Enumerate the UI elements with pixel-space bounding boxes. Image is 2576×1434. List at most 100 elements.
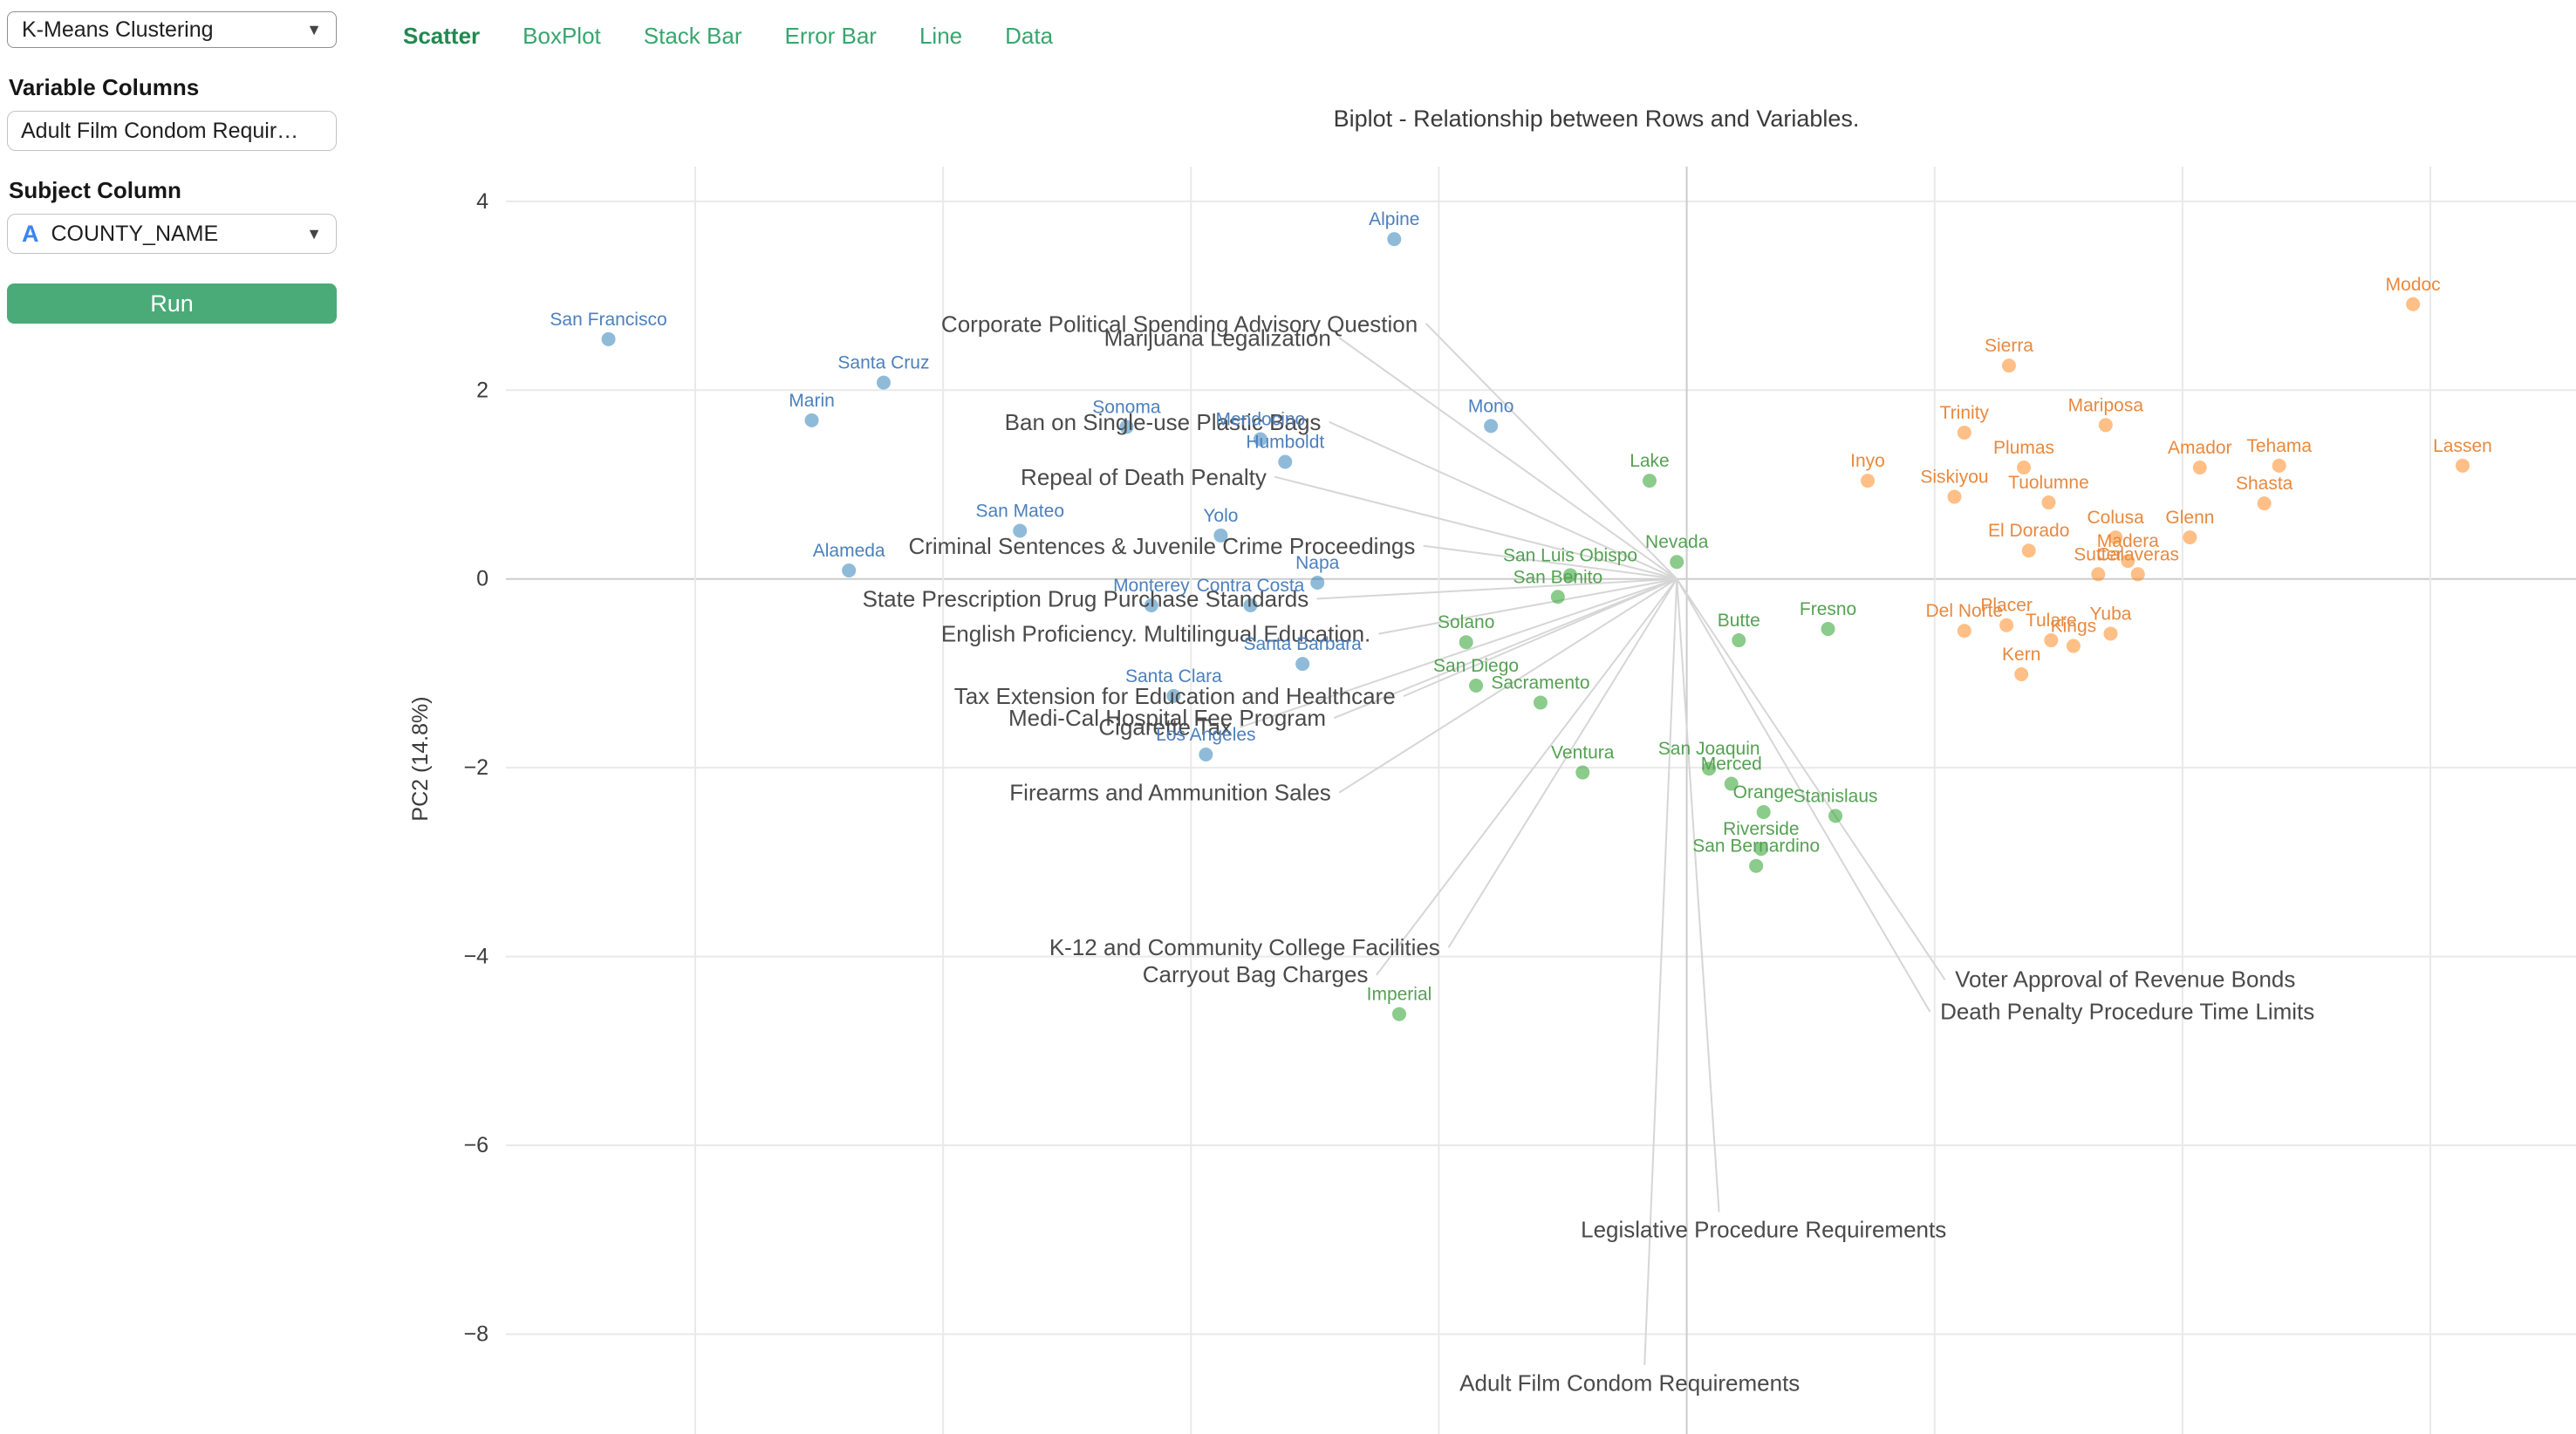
tab-stack-bar[interactable]: Stack Bar — [643, 23, 742, 49]
data-point-label: Kings — [2051, 617, 2097, 637]
data-point-cluster-blue[interactable] — [1144, 598, 1158, 613]
data-point-label: Del Norte — [1925, 601, 2003, 621]
data-point-cluster-orange[interactable] — [2041, 495, 2056, 510]
data-point-cluster-orange[interactable] — [2130, 567, 2145, 582]
data-point-cluster-orange[interactable] — [2272, 458, 2286, 473]
data-point-cluster-orange[interactable] — [2001, 358, 2016, 373]
data-point-label: Stanislaus — [1794, 786, 1878, 806]
loading-vector — [1338, 337, 1678, 580]
data-point-cluster-orange[interactable] — [2183, 530, 2197, 545]
data-point-cluster-green[interactable] — [1459, 635, 1473, 650]
y-tick-label: −8 — [463, 1321, 489, 1346]
data-point-cluster-green[interactable] — [1753, 842, 1768, 857]
loading-vector-label: English Proficiency. Multilingual Educat… — [941, 620, 1370, 646]
data-point-label: Placer — [1980, 596, 2033, 616]
data-point-label: Sutter — [2074, 544, 2122, 564]
data-point-cluster-blue[interactable] — [1278, 454, 1293, 469]
data-point-label: Mendocino — [1215, 410, 1305, 430]
data-point-cluster-orange[interactable] — [2044, 633, 2059, 648]
data-point-cluster-blue[interactable] — [842, 563, 857, 577]
data-point-cluster-orange[interactable] — [1947, 489, 1962, 504]
data-point-cluster-orange[interactable] — [2108, 530, 2123, 545]
loading-vector-label: Carryout Bag Charges — [1143, 961, 1369, 987]
data-point-label: Lassen — [2433, 436, 2492, 456]
variable-columns-label: Variable Columns — [9, 74, 200, 100]
data-point-cluster-orange[interactable] — [2014, 667, 2029, 682]
data-point-label: Humboldt — [1246, 433, 1324, 453]
tab-boxplot[interactable]: BoxPlot — [523, 23, 601, 49]
data-point-label: Amador — [2168, 438, 2232, 458]
data-point-cluster-green[interactable] — [1732, 633, 1746, 648]
data-point-cluster-blue[interactable] — [1119, 420, 1134, 434]
data-point-cluster-orange[interactable] — [1957, 425, 1971, 440]
run-button[interactable]: Run — [7, 283, 337, 324]
chart-tabs: Scatter BoxPlot Stack Bar Error Bar Line Data — [403, 23, 1053, 50]
data-point-label: Modoc — [2386, 275, 2441, 295]
data-point-cluster-blue[interactable] — [1013, 523, 1028, 538]
subject-column-select[interactable]: A COUNTY_NAME ▼ — [7, 214, 337, 254]
data-point-cluster-green[interactable] — [1702, 761, 1717, 776]
data-point-cluster-green[interactable] — [1533, 695, 1548, 710]
data-point-cluster-blue[interactable] — [1243, 598, 1258, 613]
data-point-cluster-orange[interactable] — [1861, 474, 1876, 488]
data-point-cluster-orange[interactable] — [2021, 543, 2036, 558]
data-point-cluster-blue[interactable] — [1387, 232, 1402, 247]
data-point-cluster-green[interactable] — [1724, 776, 1739, 791]
clustering-method-select[interactable]: K-Means Clustering ▼ — [7, 11, 337, 48]
data-point-cluster-green[interactable] — [1756, 805, 1771, 820]
data-point-cluster-orange[interactable] — [2017, 461, 2032, 475]
data-point-label: San Luis Obispo — [1503, 545, 1637, 565]
data-point-cluster-orange[interactable] — [2406, 297, 2421, 311]
loading-vector — [1378, 577, 1678, 635]
data-point-label: Inyo — [1850, 451, 1885, 471]
loading-vector-label: Repeal of Death Penalty — [1021, 464, 1267, 490]
loading-vector — [1425, 323, 1678, 580]
data-point-cluster-orange[interactable] — [1957, 624, 1971, 638]
data-point-cluster-orange[interactable] — [2103, 626, 2118, 641]
data-point-cluster-orange[interactable] — [2121, 554, 2135, 569]
tab-line[interactable]: Line — [919, 23, 963, 49]
data-point-cluster-orange[interactable] — [2098, 418, 2113, 433]
data-point-cluster-orange[interactable] — [2091, 567, 2106, 582]
chart-title: Biplot - Relationship between Rows and V… — [1333, 106, 1860, 132]
data-point-cluster-blue[interactable] — [1253, 432, 1268, 447]
data-point-cluster-green[interactable] — [1749, 858, 1764, 873]
data-point-cluster-green[interactable] — [1563, 568, 1578, 583]
data-point-cluster-blue[interactable] — [876, 375, 891, 390]
y-tick-label: 2 — [476, 378, 489, 402]
variable-columns-input[interactable]: Adult Film Condom Requir… — [7, 111, 337, 151]
tab-scatter[interactable]: Scatter — [403, 23, 481, 49]
data-point-label: Trinity — [1940, 403, 1990, 423]
data-point-cluster-green[interactable] — [1391, 1007, 1406, 1021]
tab-error-bar[interactable]: Error Bar — [784, 23, 877, 49]
data-point-cluster-blue[interactable] — [601, 331, 616, 346]
data-point-cluster-green[interactable] — [1828, 809, 1843, 823]
data-point-label: Orange — [1733, 782, 1794, 802]
data-point-cluster-green[interactable] — [1821, 622, 1835, 637]
loading-vector — [1643, 577, 1678, 1366]
data-point-cluster-blue[interactable] — [1310, 576, 1325, 591]
loading-vector-label: Death Penalty Procedure Time Limits — [1940, 998, 2314, 1024]
sidebar: K-Means Clustering ▼ Variable Columns Ad… — [0, 0, 345, 324]
data-point-cluster-blue[interactable] — [1166, 688, 1181, 703]
data-point-cluster-green[interactable] — [1575, 765, 1590, 780]
data-point-cluster-blue[interactable] — [1484, 419, 1499, 434]
data-point-label: Imperial — [1367, 985, 1432, 1005]
data-point-cluster-green[interactable] — [1469, 678, 1484, 693]
data-point-cluster-orange[interactable] — [2257, 496, 2272, 511]
data-point-cluster-green[interactable] — [1642, 474, 1657, 488]
loading-vector — [1676, 577, 1720, 1212]
data-point-cluster-blue[interactable] — [804, 413, 819, 427]
data-point-cluster-orange[interactable] — [2192, 461, 2207, 475]
data-point-cluster-blue[interactable] — [1199, 747, 1213, 761]
data-point-cluster-blue[interactable] — [1295, 657, 1310, 672]
data-point-label: San Benito — [1513, 567, 1602, 587]
tab-data[interactable]: Data — [1005, 23, 1054, 49]
data-point-cluster-orange[interactable] — [1999, 618, 2014, 632]
data-point-cluster-green[interactable] — [1670, 555, 1684, 570]
data-point-cluster-orange[interactable] — [2455, 458, 2470, 473]
data-point-cluster-green[interactable] — [1550, 590, 1565, 604]
data-point-cluster-orange[interactable] — [2066, 638, 2081, 653]
data-point-cluster-blue[interactable] — [1213, 528, 1228, 543]
